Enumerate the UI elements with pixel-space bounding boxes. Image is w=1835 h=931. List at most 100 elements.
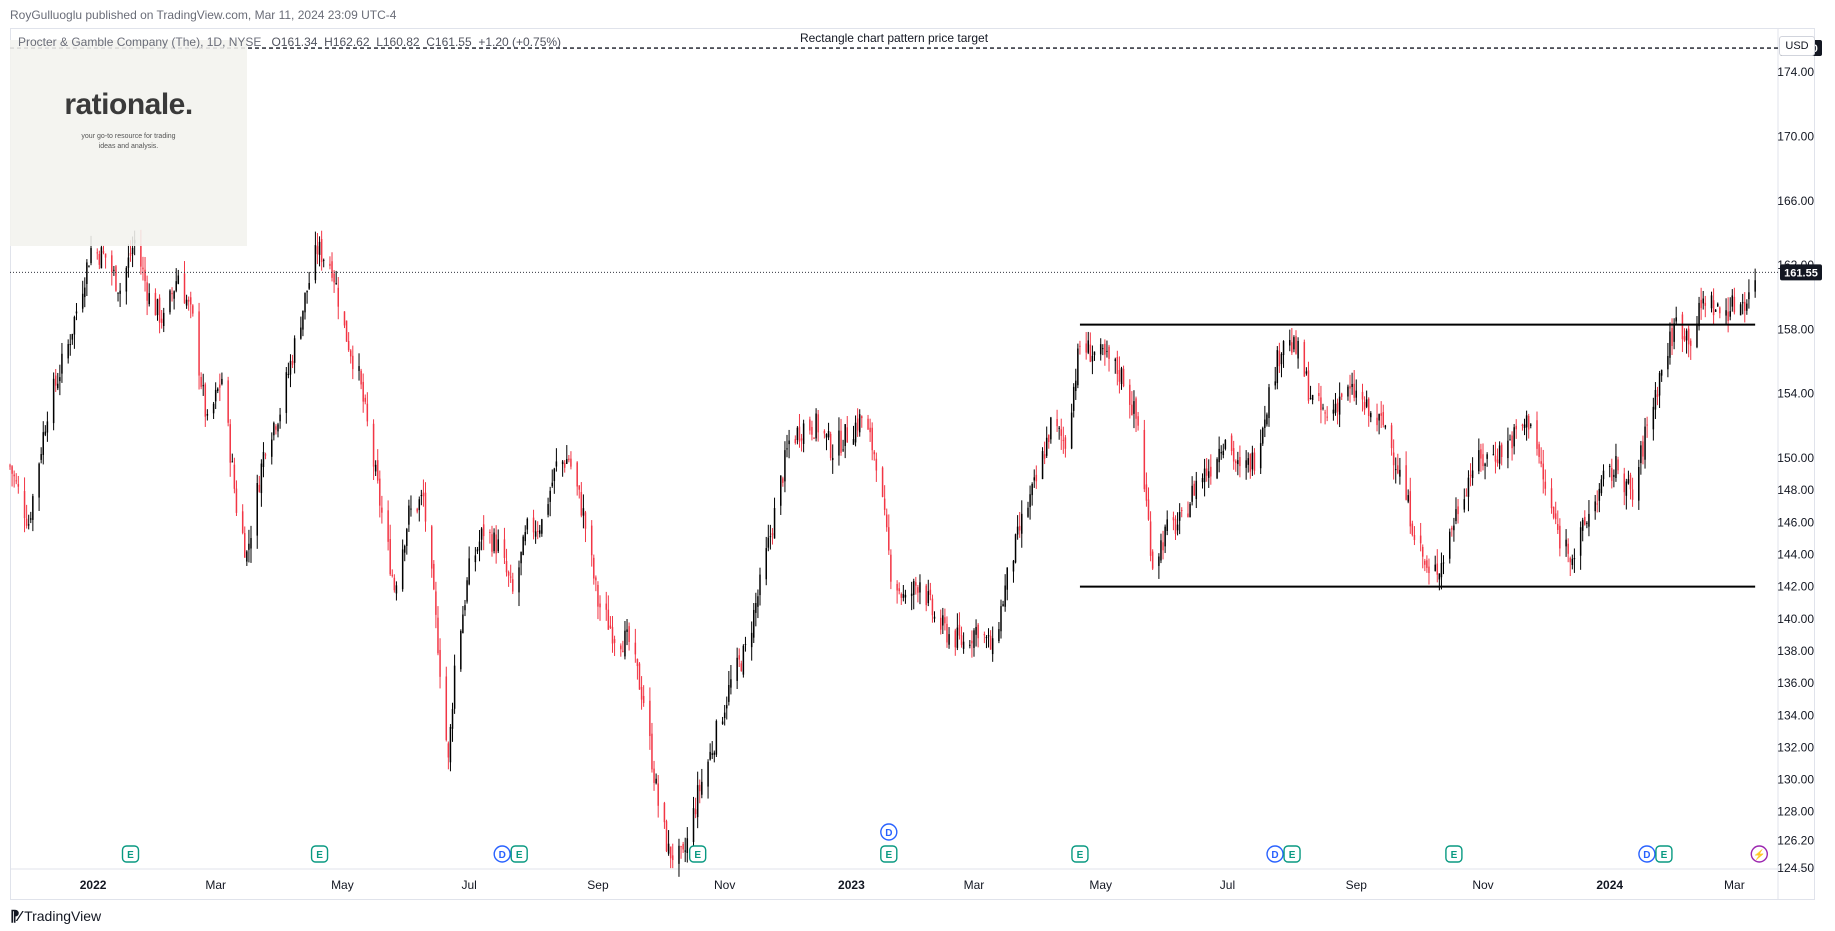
candle-body[interactable] [1521, 424, 1524, 427]
candle-body[interactable] [520, 551, 522, 564]
candle-body[interactable] [740, 663, 743, 672]
candle-body[interactable] [13, 474, 15, 477]
candle-body[interactable] [1480, 449, 1482, 459]
candle-body[interactable] [854, 422, 857, 443]
candle-body[interactable] [902, 593, 905, 598]
candle-body[interactable] [1482, 454, 1484, 467]
candle-body[interactable] [337, 287, 340, 307]
candle-body[interactable] [1166, 519, 1168, 532]
candle-body[interactable] [1102, 348, 1104, 350]
candle-body[interactable] [146, 282, 148, 301]
candle-body[interactable] [505, 561, 508, 573]
candle-body[interactable] [605, 603, 608, 610]
candle-body[interactable] [750, 632, 753, 648]
candle-body[interactable] [347, 340, 350, 351]
candle-body[interactable] [1305, 371, 1308, 374]
candle-body[interactable] [1203, 468, 1206, 483]
candle-body[interactable] [946, 623, 948, 643]
candle-body[interactable] [800, 438, 803, 441]
candle-body[interactable] [1137, 416, 1139, 426]
candle-body[interactable] [1353, 383, 1355, 398]
candle-body[interactable] [271, 439, 273, 457]
candle-body[interactable] [933, 616, 936, 619]
candle-body[interactable] [1245, 460, 1247, 468]
candle-body[interactable] [173, 291, 175, 299]
candle-body[interactable] [503, 539, 506, 558]
candle-body[interactable] [273, 422, 275, 436]
candle-body[interactable] [755, 603, 757, 613]
candle-body[interactable] [1363, 401, 1366, 410]
candle-body[interactable] [1689, 340, 1692, 346]
candle-body[interactable] [42, 432, 44, 455]
candle-body[interactable] [331, 261, 333, 278]
candle-body[interactable] [730, 679, 732, 688]
candle-body[interactable] [1451, 527, 1453, 530]
candle-body[interactable] [622, 650, 624, 653]
candle-body[interactable] [1685, 330, 1688, 341]
dividend-icon[interactable] [1638, 845, 1656, 863]
candle-body[interactable] [1320, 397, 1322, 411]
candle-body[interactable] [1542, 463, 1544, 480]
candle-body[interactable] [1625, 481, 1628, 496]
candle-body[interactable] [403, 546, 406, 553]
candle-body[interactable] [449, 726, 452, 763]
candle-body[interactable] [1232, 448, 1235, 462]
candle-body[interactable] [1698, 302, 1700, 327]
candle-body[interactable] [757, 596, 759, 607]
candle-body[interactable] [1251, 452, 1254, 470]
candle-body[interactable] [1230, 435, 1233, 452]
candle-body[interactable] [206, 413, 209, 416]
candle-body[interactable] [1324, 412, 1326, 414]
tradingview-brand[interactable]: ⁋⁄ TradingView [10, 907, 101, 925]
candle-body[interactable] [1297, 340, 1299, 359]
candle-body[interactable] [1218, 448, 1220, 463]
candle-body[interactable] [871, 427, 873, 451]
candle-body[interactable] [1746, 303, 1748, 311]
candle-body[interactable] [422, 492, 425, 497]
candle-body[interactable] [1484, 463, 1486, 467]
candle-body[interactable] [667, 843, 670, 854]
candle-body[interactable] [491, 534, 493, 552]
candle-body[interactable] [1727, 311, 1729, 321]
candle-body[interactable] [1087, 340, 1090, 353]
candle-body[interactable] [1513, 427, 1515, 447]
candle-body[interactable] [258, 484, 261, 492]
candle-body[interactable] [1264, 419, 1266, 428]
candle-body[interactable] [1178, 511, 1181, 521]
candle-body[interactable] [794, 439, 797, 444]
candle-body[interactable] [1365, 399, 1368, 407]
candle-body[interactable] [1282, 341, 1285, 356]
candle-body[interactable] [395, 585, 398, 594]
candle-body[interactable] [1704, 302, 1707, 306]
candle-body[interactable] [969, 644, 971, 646]
candle-body[interactable] [192, 305, 194, 314]
candle-body[interactable] [27, 524, 30, 526]
candle-body[interactable] [1309, 397, 1312, 400]
candle-body[interactable] [522, 536, 524, 556]
candle-body[interactable] [1550, 488, 1553, 509]
dividend-icon[interactable] [880, 823, 898, 841]
candle-body[interactable] [1160, 540, 1162, 561]
candle-body[interactable] [890, 554, 892, 582]
candle-body[interactable] [468, 558, 470, 585]
candle-body[interactable] [1725, 310, 1727, 316]
candle-body[interactable] [1712, 300, 1715, 316]
candle-body[interactable] [861, 416, 863, 419]
candle-body[interactable] [825, 434, 828, 438]
candle-body[interactable] [1428, 566, 1430, 574]
candle-body[interactable] [75, 311, 78, 314]
candle-body[interactable] [1448, 531, 1451, 559]
candle-body[interactable] [11, 466, 13, 474]
candle-body[interactable] [811, 426, 813, 435]
candle-body[interactable] [715, 720, 718, 755]
candle-body[interactable] [1681, 314, 1684, 340]
candle-body[interactable] [200, 376, 202, 387]
candle-body[interactable] [1253, 452, 1256, 471]
candle-body[interactable] [524, 532, 526, 542]
candle-body[interactable] [1552, 506, 1555, 518]
candle-body[interactable] [1340, 393, 1343, 397]
candle-body[interactable] [551, 482, 553, 487]
candle-body[interactable] [1623, 473, 1626, 493]
candle-body[interactable] [111, 255, 113, 273]
candle-body[interactable] [1729, 311, 1731, 317]
